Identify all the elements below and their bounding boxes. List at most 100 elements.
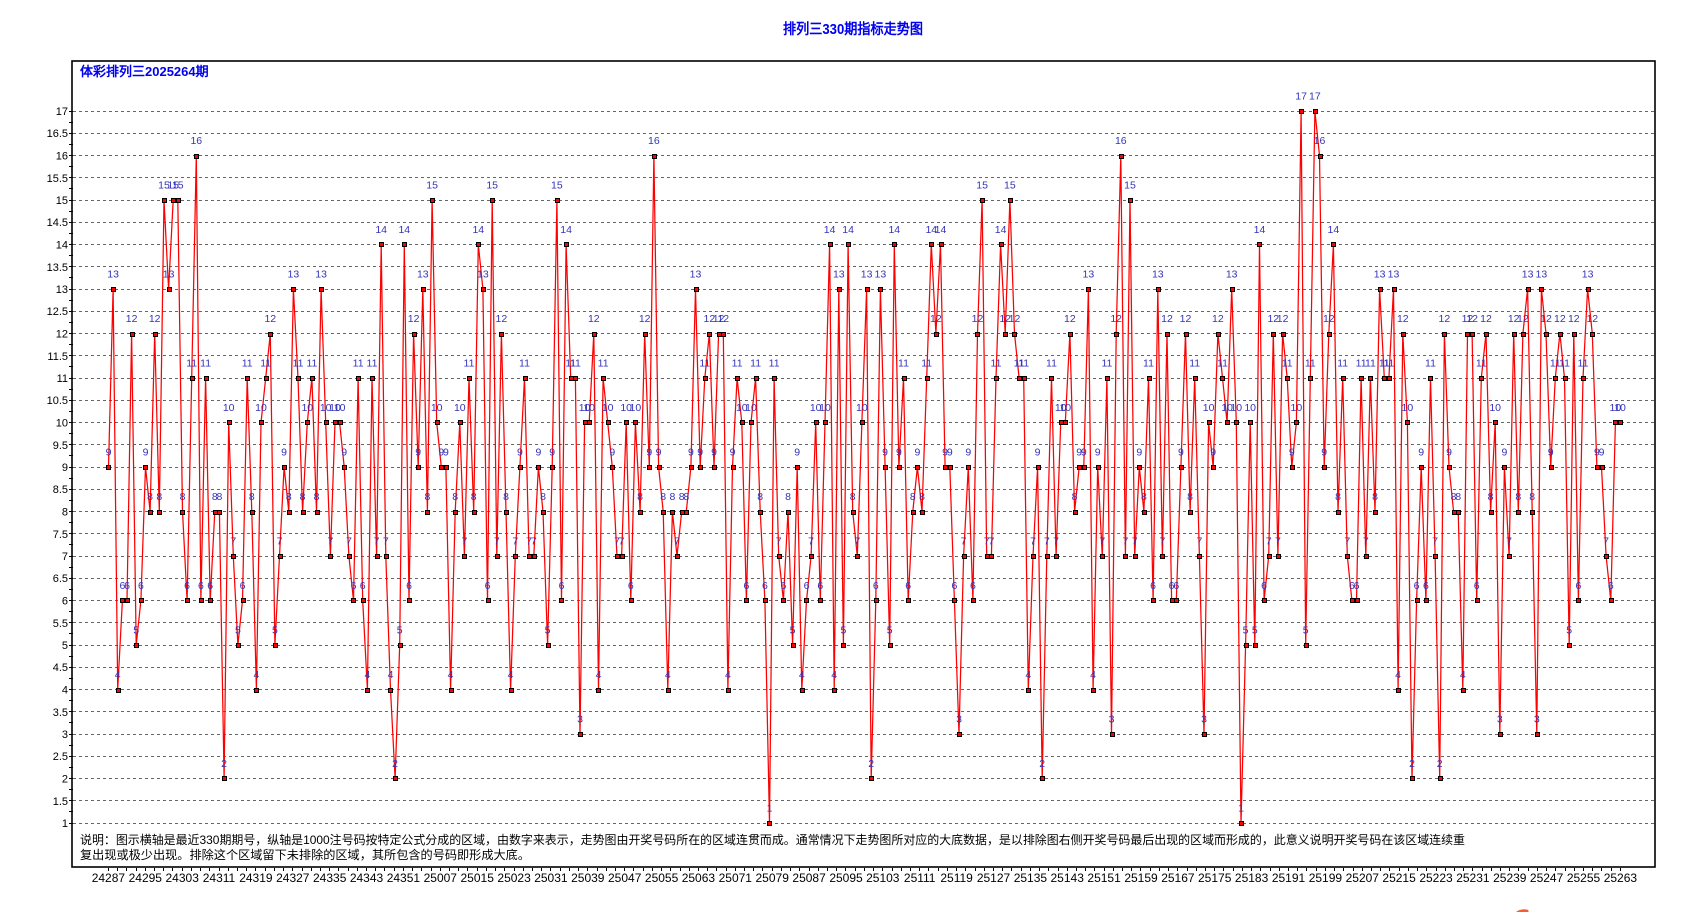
svg-text:4: 4 [1025, 669, 1031, 681]
svg-text:10: 10 [301, 402, 313, 414]
svg-text:11: 11 [200, 358, 211, 370]
svg-text:24303: 24303 [166, 871, 200, 885]
svg-text:3.5: 3.5 [53, 707, 68, 719]
svg-text:9: 9 [1599, 447, 1605, 459]
svg-text:1: 1 [767, 803, 773, 815]
svg-text:13: 13 [1374, 269, 1386, 281]
svg-text:11: 11 [1559, 358, 1570, 370]
svg-text:15: 15 [486, 180, 498, 192]
svg-text:25063: 25063 [682, 871, 716, 885]
svg-text:25231: 25231 [1456, 871, 1490, 885]
svg-text:7: 7 [776, 536, 782, 548]
svg-text:16: 16 [1314, 135, 1326, 147]
svg-text:15: 15 [172, 180, 184, 192]
svg-text:10: 10 [810, 402, 822, 414]
svg-text:7: 7 [531, 536, 537, 548]
svg-text:8: 8 [910, 491, 916, 503]
svg-text:2: 2 [392, 758, 398, 770]
svg-text:5: 5 [790, 625, 796, 637]
svg-text:6: 6 [1349, 580, 1355, 592]
svg-text:11: 11 [1425, 358, 1436, 370]
svg-text:6: 6 [951, 580, 957, 592]
svg-text:8: 8 [147, 491, 153, 503]
svg-text:8: 8 [212, 491, 218, 503]
svg-text:7: 7 [1030, 536, 1036, 548]
svg-text:13: 13 [1083, 269, 1095, 281]
svg-text:9: 9 [947, 447, 953, 459]
svg-text:14.5: 14.5 [47, 217, 68, 229]
svg-text:9: 9 [711, 447, 717, 459]
svg-text:10: 10 [1221, 402, 1233, 414]
svg-text:7: 7 [1053, 536, 1059, 548]
svg-text:24335: 24335 [313, 871, 347, 885]
svg-text:6: 6 [240, 580, 246, 592]
svg-text:8: 8 [452, 491, 458, 503]
svg-text:9: 9 [1594, 447, 1600, 459]
svg-text:4: 4 [1395, 669, 1401, 681]
svg-text:11: 11 [1014, 358, 1025, 370]
svg-text:11: 11 [306, 358, 317, 370]
svg-text:12: 12 [264, 313, 276, 325]
svg-text:11: 11 [921, 358, 932, 370]
svg-text:16: 16 [56, 151, 68, 163]
svg-text:7: 7 [1344, 536, 1350, 548]
svg-text:6: 6 [124, 580, 130, 592]
svg-text:15: 15 [1124, 180, 1136, 192]
svg-text:13: 13 [163, 269, 175, 281]
svg-text:12: 12 [1110, 313, 1122, 325]
svg-text:15: 15 [426, 180, 438, 192]
svg-text:6: 6 [207, 580, 213, 592]
svg-text:12: 12 [126, 313, 138, 325]
svg-text:13: 13 [288, 269, 300, 281]
svg-text:6: 6 [1608, 580, 1614, 592]
svg-text:1.5: 1.5 [53, 796, 68, 808]
svg-text:8: 8 [1529, 491, 1535, 503]
svg-text:12: 12 [1180, 313, 1192, 325]
svg-text:7: 7 [346, 536, 352, 548]
svg-text:9: 9 [1446, 447, 1452, 459]
svg-text:5: 5 [545, 625, 551, 637]
svg-text:4: 4 [508, 669, 514, 681]
svg-text:12: 12 [1517, 313, 1529, 325]
svg-text:25199: 25199 [1309, 871, 1343, 885]
svg-text:9: 9 [942, 447, 948, 459]
svg-text:6: 6 [138, 580, 144, 592]
svg-text:10.5: 10.5 [47, 395, 68, 407]
svg-text:8: 8 [1187, 491, 1193, 503]
svg-text:8: 8 [62, 507, 68, 519]
svg-text:8: 8 [683, 491, 689, 503]
svg-text:11: 11 [570, 358, 581, 370]
svg-text:8: 8 [1488, 491, 1494, 503]
svg-text:8: 8 [471, 491, 477, 503]
svg-text:15: 15 [1004, 180, 1016, 192]
svg-text:25135: 25135 [1014, 871, 1048, 885]
svg-text:9: 9 [106, 447, 112, 459]
svg-text:25119: 25119 [940, 871, 973, 885]
svg-text:11: 11 [57, 373, 68, 385]
svg-text:10: 10 [579, 402, 591, 414]
svg-text:13: 13 [861, 269, 873, 281]
svg-text:11: 11 [1189, 358, 1200, 370]
svg-text:11: 11 [699, 358, 710, 370]
svg-text:12: 12 [1586, 313, 1598, 325]
svg-text:11: 11 [1356, 358, 1367, 370]
svg-text:9: 9 [1136, 447, 1142, 459]
svg-text:15: 15 [551, 180, 563, 192]
svg-text:12: 12 [408, 313, 420, 325]
svg-text:7: 7 [1432, 536, 1438, 548]
svg-text:7: 7 [984, 536, 990, 548]
svg-text:4: 4 [1090, 669, 1096, 681]
svg-text:8: 8 [1335, 491, 1341, 503]
svg-text:11: 11 [1365, 358, 1376, 370]
svg-text:10: 10 [320, 402, 332, 414]
svg-text:24343: 24343 [350, 871, 384, 885]
svg-text:25055: 25055 [645, 871, 679, 885]
svg-text:25143: 25143 [1051, 871, 1085, 885]
svg-text:3: 3 [1201, 714, 1207, 726]
svg-text:8: 8 [424, 491, 430, 503]
svg-text:14: 14 [995, 224, 1007, 236]
svg-text:12: 12 [56, 329, 68, 341]
svg-text:11: 11 [367, 358, 378, 370]
svg-text:6: 6 [1354, 580, 1360, 592]
svg-text:7: 7 [1159, 536, 1165, 548]
